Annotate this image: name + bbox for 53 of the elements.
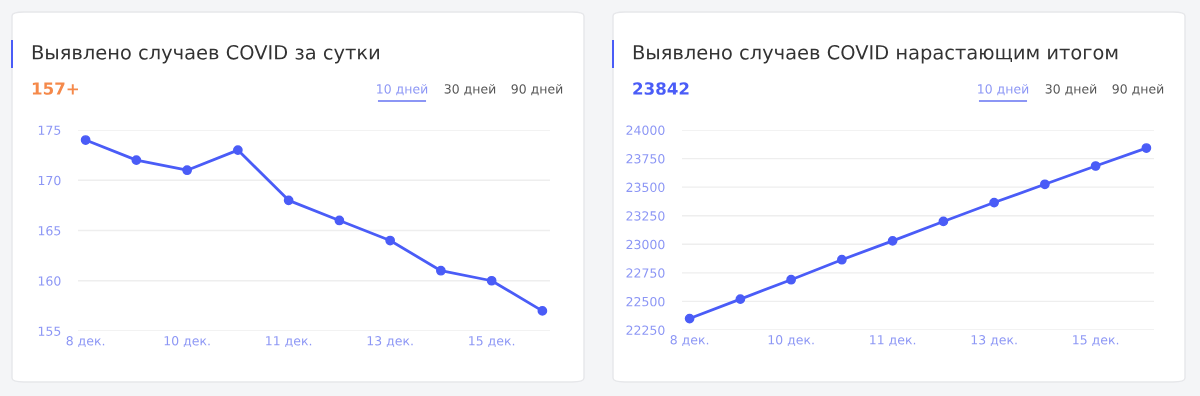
point — [233, 145, 243, 155]
y-tick-label: 155 — [38, 326, 61, 336]
text: 30 дней — [1045, 84, 1097, 96]
point — [131, 155, 142, 166]
y-tick-label: 24000 — [626, 125, 665, 135]
text: 10 дней — [978, 84, 1029, 96]
x-tick-label: 11 дек. — [266, 336, 312, 348]
y-tick-label: 22750 — [626, 268, 665, 278]
y-tick-label: 165 — [38, 225, 61, 236]
point — [436, 265, 446, 276]
y-tick-label: 22500 — [626, 296, 665, 307]
point — [182, 165, 192, 176]
x-tick-label: 8 дек. — [66, 336, 105, 348]
point — [1141, 143, 1152, 153]
point — [80, 135, 91, 145]
text: 157+ — [32, 82, 78, 95]
point — [486, 275, 497, 286]
y-tick-label: 23500 — [626, 182, 665, 193]
x-tick-label: 13 дек. — [367, 336, 413, 348]
x-tick-label: 15 дек. — [469, 336, 515, 348]
chart-title: Выявлено случаев COVID за сутки — [32, 44, 379, 64]
x-tick-label: 10 дек. — [164, 336, 210, 348]
text: 30 дней — [444, 84, 496, 96]
x-tick-label: 15 дек. — [1073, 335, 1119, 347]
point — [1090, 161, 1101, 171]
point — [837, 254, 847, 265]
point — [283, 195, 294, 206]
point — [334, 215, 345, 226]
y-tick-label: 23000 — [626, 239, 665, 250]
x-tick-label: 11 дек. — [870, 335, 916, 347]
y-tick-label: 175 — [38, 125, 61, 135]
point — [1040, 179, 1050, 190]
point — [938, 216, 949, 227]
point — [537, 306, 548, 316]
y-tick-label: 160 — [38, 276, 61, 286]
point — [989, 197, 999, 208]
x-tick-label: 8 дек. — [670, 335, 709, 347]
point — [735, 294, 746, 305]
x-tick-label: 10 дек. — [768, 335, 814, 347]
x-tick-label: 13 дек. — [971, 335, 1017, 347]
text: 23842 — [633, 82, 689, 95]
point — [684, 313, 695, 324]
y-tick-label: 22250 — [626, 325, 665, 335]
text: 90 дней — [1112, 84, 1164, 96]
text: 10 дней — [377, 84, 428, 96]
point — [786, 274, 796, 285]
chart-title: Выявлено случаев COVID нарастающим итогом — [633, 44, 1118, 64]
text: 90 дней — [511, 84, 563, 96]
y-tick-label: 23250 — [626, 211, 665, 221]
y-tick-label: 170 — [38, 175, 61, 186]
point — [385, 235, 395, 246]
y-tick-label: 23750 — [626, 154, 665, 164]
point — [887, 235, 898, 246]
